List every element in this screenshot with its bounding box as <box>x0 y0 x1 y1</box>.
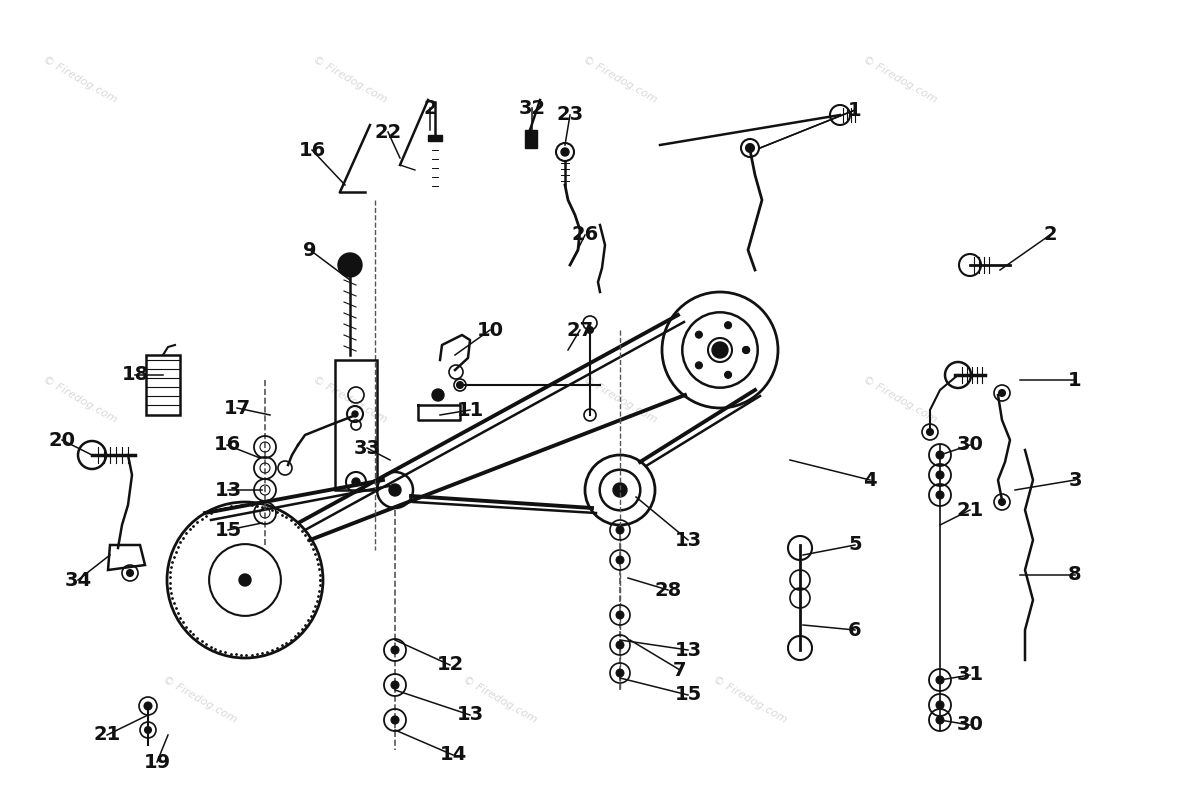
Circle shape <box>927 429 933 435</box>
Text: 30: 30 <box>957 715 983 734</box>
Circle shape <box>695 362 702 369</box>
Text: © Firedog.com: © Firedog.com <box>861 375 939 426</box>
Text: 18: 18 <box>122 365 149 384</box>
Text: 27: 27 <box>566 321 594 340</box>
Text: 10: 10 <box>477 321 504 340</box>
Text: 13: 13 <box>215 480 242 499</box>
Text: © Firedog.com: © Firedog.com <box>312 375 389 426</box>
Text: 16: 16 <box>299 141 326 160</box>
Text: 28: 28 <box>655 580 682 599</box>
Text: 32: 32 <box>518 98 545 118</box>
Circle shape <box>936 716 944 724</box>
Circle shape <box>936 471 944 479</box>
Circle shape <box>240 574 251 586</box>
Bar <box>525 130 537 148</box>
Circle shape <box>391 716 399 724</box>
Circle shape <box>391 646 399 654</box>
Circle shape <box>936 676 944 684</box>
Text: 20: 20 <box>48 430 76 449</box>
Circle shape <box>391 681 399 689</box>
Text: 13: 13 <box>457 706 484 724</box>
Text: 1: 1 <box>1068 371 1082 390</box>
Text: 1: 1 <box>848 101 861 120</box>
Text: © Firedog.com: © Firedog.com <box>41 375 119 426</box>
Circle shape <box>432 389 444 401</box>
Text: 13: 13 <box>675 530 702 549</box>
Text: 7: 7 <box>674 661 687 680</box>
Text: 16: 16 <box>214 435 241 454</box>
Circle shape <box>746 144 754 152</box>
Text: 19: 19 <box>144 753 171 772</box>
Text: 23: 23 <box>557 106 584 125</box>
Circle shape <box>337 253 362 277</box>
Text: 3: 3 <box>1068 471 1082 489</box>
Bar <box>146 355 181 415</box>
Circle shape <box>999 390 1005 396</box>
Circle shape <box>560 148 569 156</box>
Text: 22: 22 <box>374 122 401 141</box>
Circle shape <box>742 346 749 353</box>
Text: 31: 31 <box>957 665 984 684</box>
Circle shape <box>999 499 1005 505</box>
Bar <box>335 360 376 490</box>
Circle shape <box>457 382 463 388</box>
Text: 17: 17 <box>223 399 250 418</box>
Text: © Firedog.com: © Firedog.com <box>582 55 658 106</box>
Text: © Firedog.com: © Firedog.com <box>162 675 238 725</box>
Text: © Firedog.com: © Firedog.com <box>41 55 119 106</box>
Text: 34: 34 <box>65 571 92 589</box>
Text: © Firedog.com: © Firedog.com <box>861 55 939 106</box>
Text: 9: 9 <box>303 241 316 260</box>
Circle shape <box>352 478 360 486</box>
Bar <box>428 135 442 141</box>
Text: 26: 26 <box>571 225 598 245</box>
Circle shape <box>616 669 624 677</box>
Circle shape <box>616 556 624 564</box>
Text: 15: 15 <box>675 685 702 704</box>
Circle shape <box>695 331 702 338</box>
Text: 8: 8 <box>1068 565 1082 584</box>
Circle shape <box>352 411 358 417</box>
Circle shape <box>145 727 151 733</box>
Circle shape <box>742 346 749 353</box>
Circle shape <box>616 611 624 619</box>
Circle shape <box>616 641 624 649</box>
Circle shape <box>725 372 732 378</box>
Text: © Firedog.com: © Firedog.com <box>582 375 658 426</box>
Text: 5: 5 <box>848 535 861 554</box>
Circle shape <box>586 327 594 333</box>
Text: 13: 13 <box>675 641 702 660</box>
Text: 14: 14 <box>439 746 466 765</box>
Text: 12: 12 <box>437 656 464 674</box>
Text: 2: 2 <box>1043 225 1057 245</box>
Text: 4: 4 <box>864 471 877 489</box>
Circle shape <box>725 322 732 329</box>
Circle shape <box>616 526 624 534</box>
Circle shape <box>144 703 151 710</box>
Circle shape <box>936 491 944 499</box>
Text: © Firedog.com: © Firedog.com <box>712 675 788 725</box>
Text: 21: 21 <box>956 500 984 519</box>
Text: 21: 21 <box>93 726 120 745</box>
Circle shape <box>936 701 944 709</box>
Text: © Firedog.com: © Firedog.com <box>312 55 389 106</box>
Text: 15: 15 <box>215 521 242 539</box>
Text: 30: 30 <box>957 435 983 454</box>
Circle shape <box>612 483 627 497</box>
Text: 6: 6 <box>848 620 861 639</box>
Circle shape <box>389 484 401 496</box>
Text: © Firedog.com: © Firedog.com <box>461 675 539 725</box>
Circle shape <box>712 342 728 358</box>
Text: 2: 2 <box>424 98 437 118</box>
Circle shape <box>127 570 133 576</box>
Text: 11: 11 <box>457 400 484 419</box>
Circle shape <box>936 451 944 459</box>
Text: 33: 33 <box>354 438 380 457</box>
